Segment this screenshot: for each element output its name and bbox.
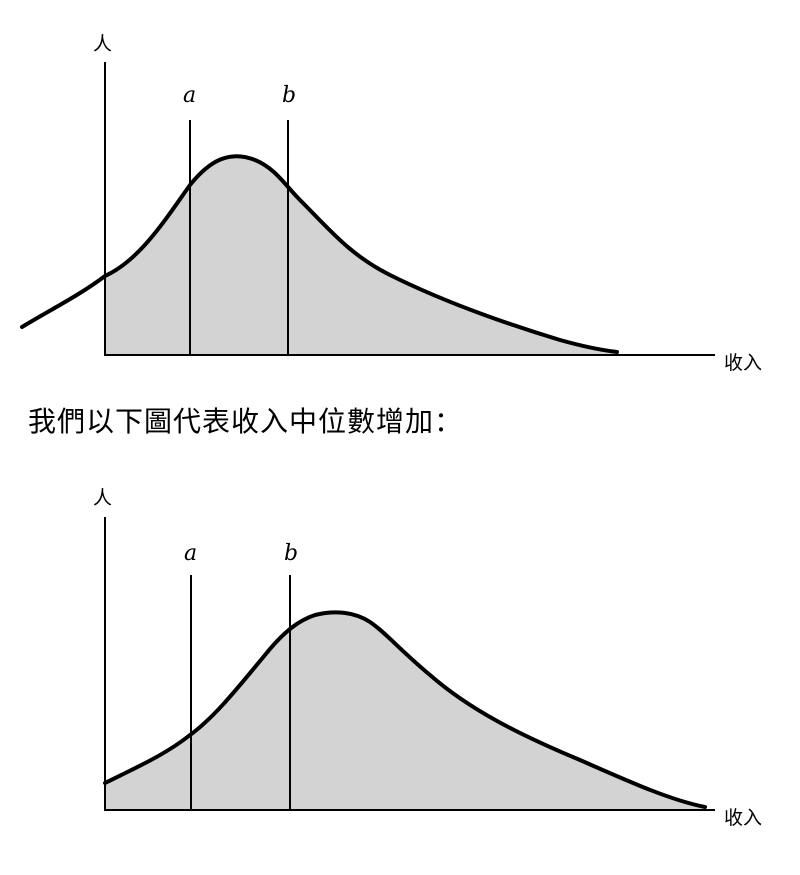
top-curve-fill bbox=[105, 156, 617, 355]
top-curve bbox=[20, 154, 619, 354]
top-line-b-label: b bbox=[282, 83, 296, 108]
top-diagram-svg: 人 收入 a b bbox=[20, 33, 762, 374]
bottom-x-axis-label: 收入 bbox=[724, 807, 762, 829]
bottom-y-axis-label: 人 bbox=[93, 487, 112, 509]
bottom-line-b-label: b bbox=[284, 541, 298, 566]
bottom-curve bbox=[103, 610, 707, 809]
bottom-line-a-label: a bbox=[184, 541, 197, 566]
bottom-diagram: 人 收入 a b bbox=[0, 470, 800, 875]
top-line-a-label: a bbox=[183, 83, 196, 108]
caption-text: 我們以下圖代表收入中位數增加： bbox=[28, 405, 464, 438]
bottom-curve-fill bbox=[105, 612, 705, 810]
top-y-axis-label: 人 bbox=[93, 33, 112, 55]
bottom-diagram-svg: 人 收入 a b bbox=[93, 487, 762, 829]
top-diagram: 人 收入 a b bbox=[0, 0, 800, 380]
top-x-axis-label: 收入 bbox=[724, 352, 762, 374]
